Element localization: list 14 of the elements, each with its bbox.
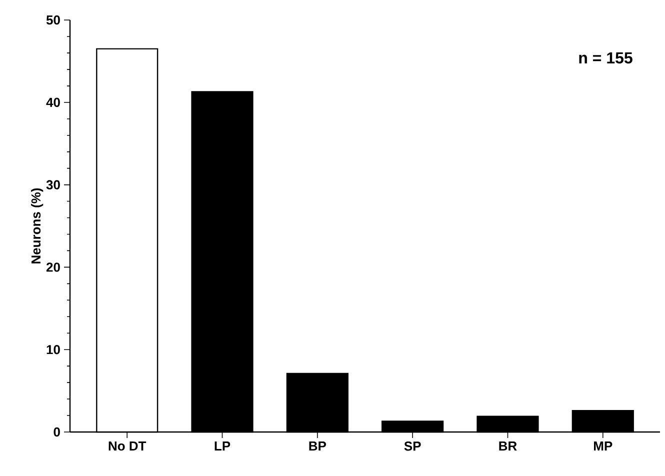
- y-tick-label: 10: [46, 344, 60, 354]
- y-tick-label: 40: [46, 98, 60, 107]
- x-tick-label: MP: [594, 442, 612, 450]
- annotation: n = 155: [579, 52, 632, 64]
- x-tick-label: No DT: [108, 442, 146, 451]
- y-tick-label: 0: [54, 427, 60, 437]
- x-tick-label: BP: [309, 442, 326, 450]
- y-tick-label: 30: [46, 180, 60, 190]
- x-tick-label: BR: [499, 442, 517, 450]
- y-tick-label: 50: [46, 15, 60, 25]
- x-tick-label: LP: [214, 442, 230, 450]
- y-axis-title: Neurons (%): [31, 188, 44, 264]
- x-tick-label: SP: [404, 442, 421, 451]
- y-tick-label: 20: [46, 262, 60, 272]
